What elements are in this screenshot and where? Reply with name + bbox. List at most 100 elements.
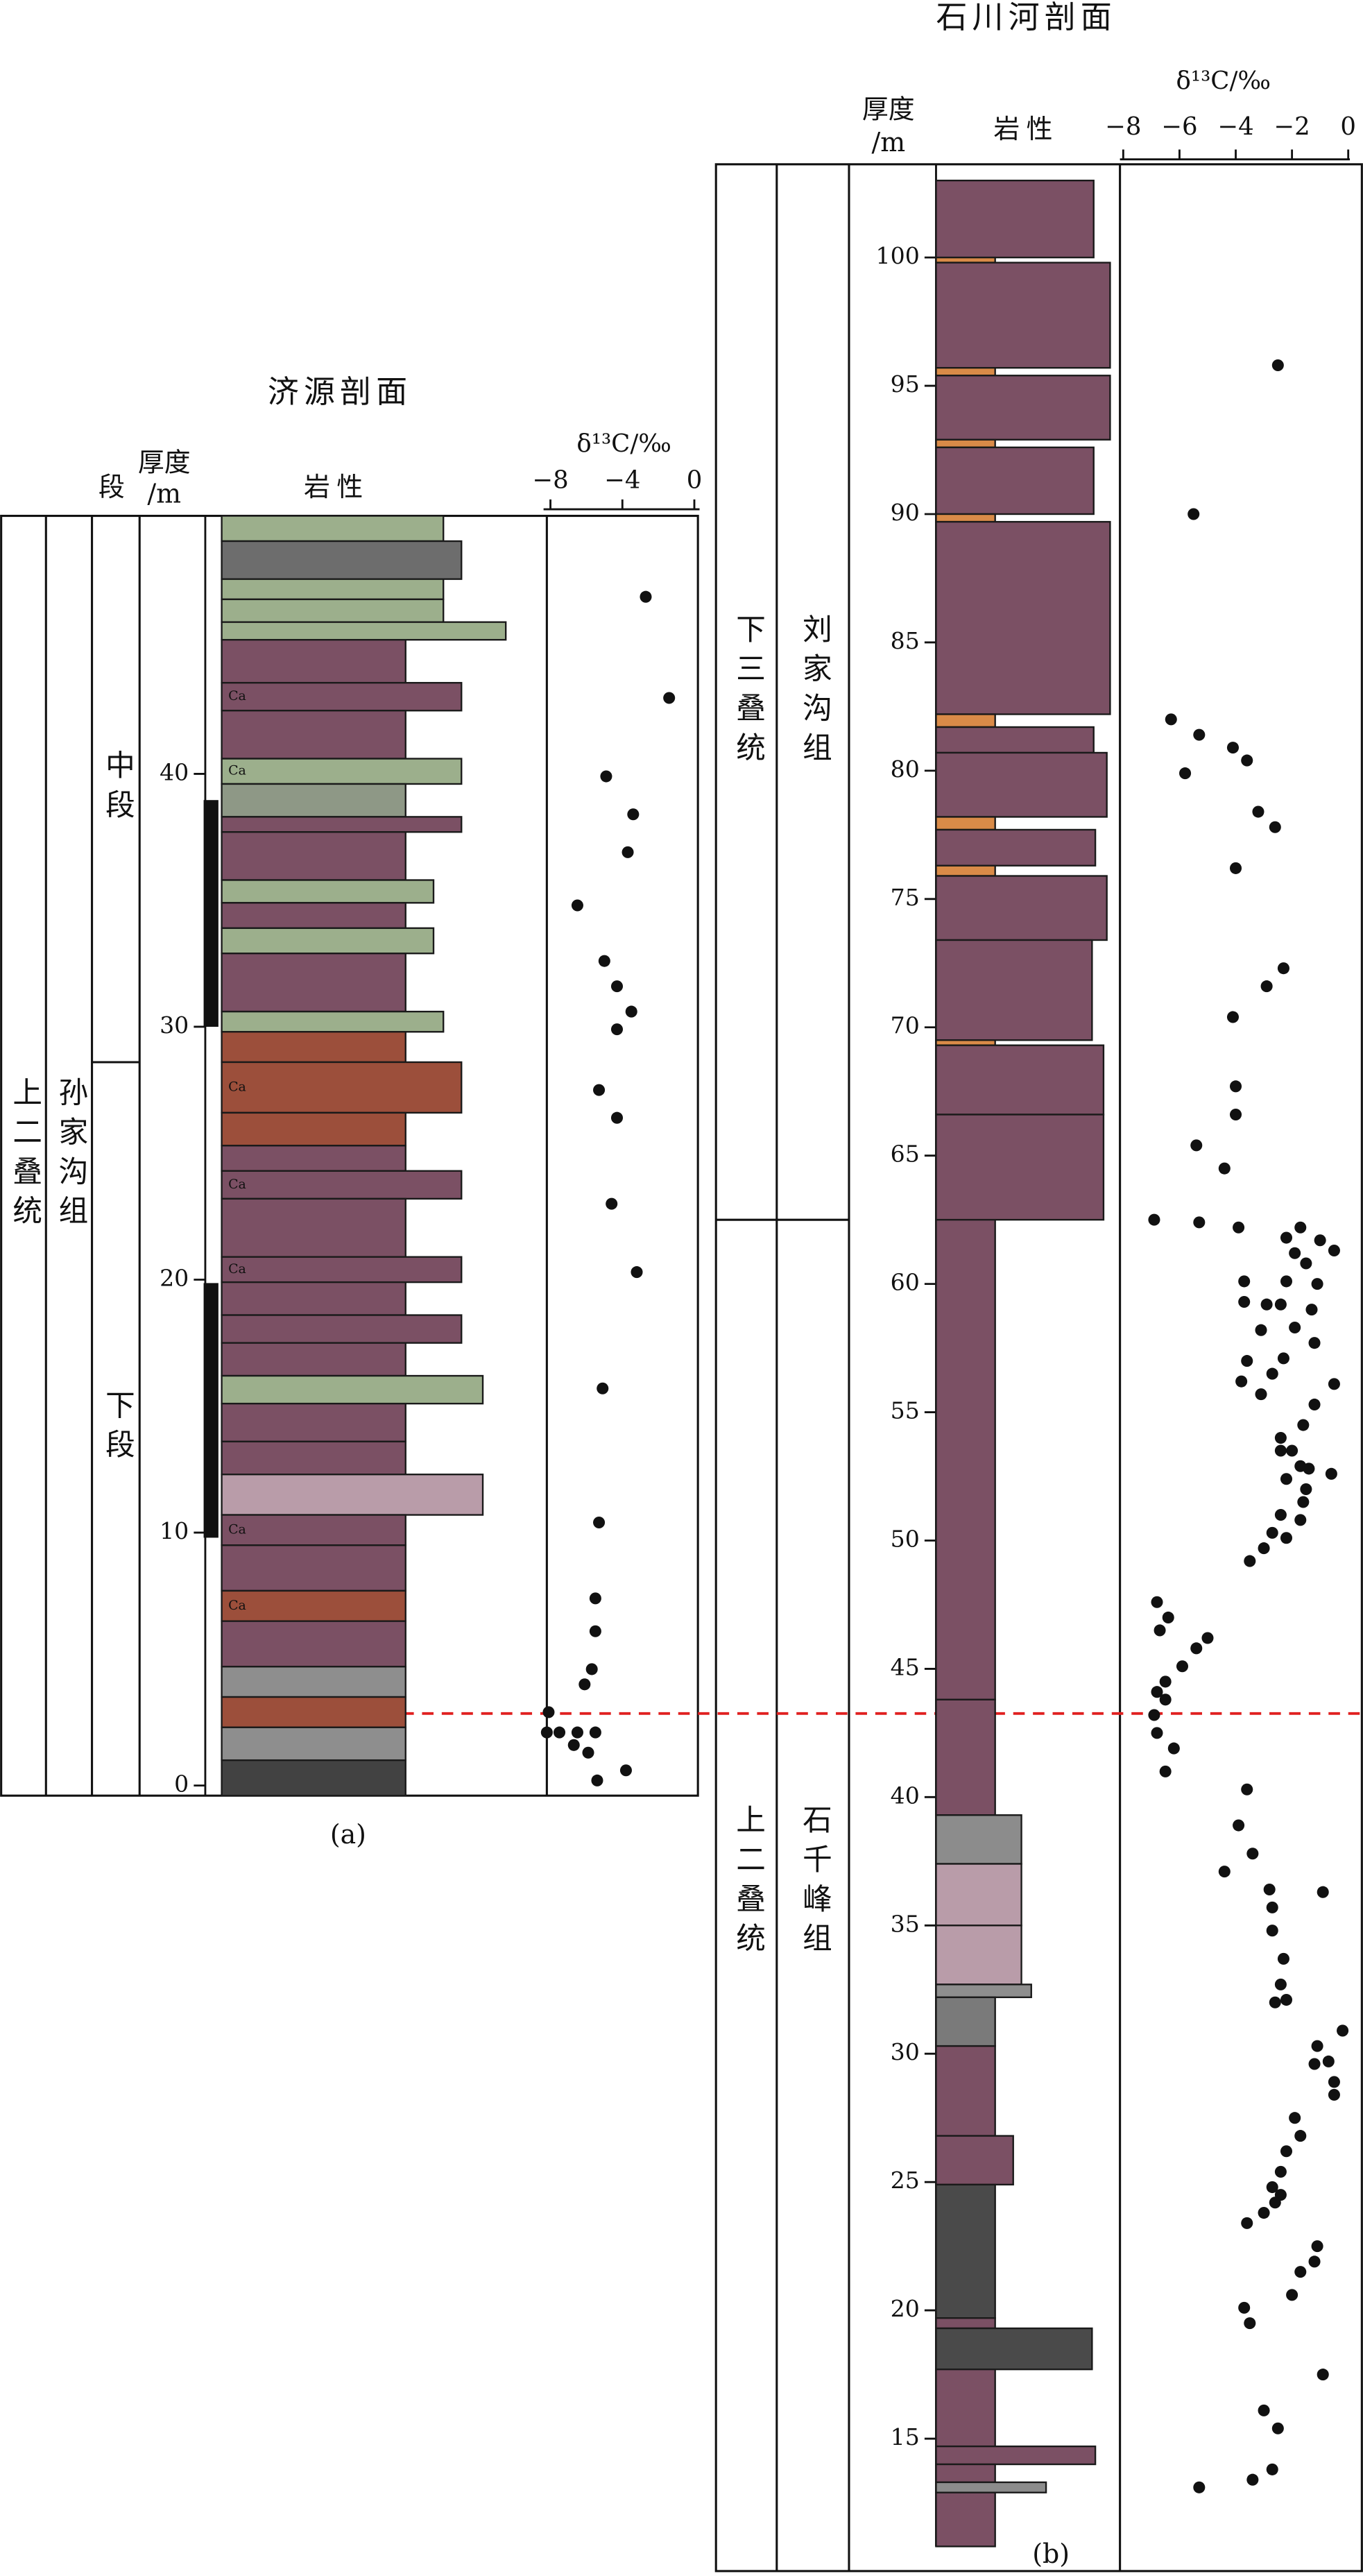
layer-label: Ca: [228, 1598, 246, 1613]
data-point: [1252, 805, 1265, 818]
data-point: [1294, 2266, 1307, 2278]
data-point: [1308, 2058, 1321, 2070]
data-point: [1289, 1321, 1301, 1334]
lithology-layer: [221, 953, 406, 1013]
data-point: [589, 1726, 601, 1739]
y-tick-label: 0: [174, 1771, 189, 1798]
unit-label: 刘家沟组: [798, 613, 832, 771]
data-point: [1148, 1213, 1160, 1226]
data-point: [593, 1084, 606, 1096]
data-point: [1277, 1952, 1289, 1965]
data-point: [1286, 1444, 1298, 1457]
data-point: [598, 955, 610, 967]
lithology-layer: [221, 1281, 406, 1316]
lithology-layer: [935, 726, 1095, 754]
data-point: [1303, 1462, 1315, 1475]
data-point: [1238, 1295, 1251, 1308]
y-axis-label: 厚度: [138, 447, 191, 478]
x-axis-label: δ¹³C/‰: [576, 429, 671, 458]
data-point: [1244, 1555, 1256, 1567]
unit-label: 中段: [101, 749, 135, 828]
data-point: [1280, 1532, 1293, 1544]
lithology-layer: [221, 1402, 406, 1443]
y-tick-label: 100: [876, 242, 920, 269]
member-header: 段: [98, 472, 125, 502]
data-point: [1308, 1398, 1321, 1410]
lithology-layer: [221, 758, 463, 785]
lithology-layer: [221, 540, 463, 580]
lithology-layer: [935, 2183, 996, 2319]
lithology-layer: [221, 1759, 406, 1797]
data-point: [571, 899, 583, 912]
data-point: [1294, 1514, 1307, 1526]
layer-label: Ca: [228, 1079, 246, 1094]
data-point: [1289, 2112, 1301, 2124]
data-point: [571, 1726, 583, 1739]
data-point: [1294, 2130, 1307, 2142]
data-point: [1280, 1473, 1293, 1485]
lithology-layer: [221, 1374, 484, 1405]
lithology-layer: [221, 1589, 406, 1622]
data-point: [1193, 728, 1206, 741]
lithology-layer: [935, 375, 1111, 441]
lithology-layer: [935, 1863, 1022, 1927]
data-point: [1263, 1883, 1276, 1896]
data-point: [1162, 1611, 1174, 1623]
lithology-layer: [221, 1111, 406, 1147]
lithology-layer: [221, 1061, 463, 1114]
data-point: [1325, 1467, 1337, 1480]
lithology-layer: [935, 751, 1108, 818]
layer-label: Ca: [228, 763, 246, 778]
data-point: [1269, 1996, 1281, 2008]
data-point: [1308, 2255, 1321, 2268]
data-point: [1271, 2422, 1284, 2434]
caption: (b): [1032, 2539, 1070, 2569]
lithology-layer: [935, 1114, 1105, 1221]
x-tick-label: −8: [1105, 112, 1141, 141]
black-bar: [203, 800, 218, 1027]
lithology-layer: [935, 939, 1093, 1041]
lithology-layer: [935, 520, 1111, 715]
layer-label: Ca: [228, 1521, 246, 1537]
data-point: [1305, 1304, 1318, 1316]
y-axis-label: /m: [871, 127, 905, 157]
data-point: [1226, 742, 1239, 754]
data-point: [1280, 1231, 1293, 1244]
data-point: [600, 770, 612, 783]
data-point: [1277, 1352, 1289, 1365]
data-point: [553, 1726, 566, 1739]
data-point: [1258, 2207, 1270, 2219]
data-point: [1226, 1011, 1239, 1023]
y-tick-label: 35: [891, 1910, 920, 1937]
data-point: [582, 1746, 594, 1759]
lithology-layer: [221, 1666, 406, 1698]
lithology-layer: [221, 879, 435, 904]
lithology-layer: [935, 2481, 1047, 2493]
lithology-layer: [221, 831, 406, 881]
data-point: [1246, 1848, 1259, 1860]
layer-label: Ca: [228, 1177, 246, 1192]
data-point: [1297, 1419, 1310, 1431]
x-tick-label: −2: [1274, 112, 1310, 141]
data-point: [1274, 2165, 1287, 2178]
lithology-layer: [221, 621, 507, 641]
lithology-layer: [221, 638, 406, 684]
data-point: [585, 1663, 598, 1675]
data-point: [597, 1382, 609, 1394]
data-point: [1159, 1694, 1172, 1706]
y-tick-label: 45: [891, 1653, 920, 1680]
lithology-layer: [221, 1696, 406, 1728]
data-point: [1179, 767, 1192, 780]
x-tick-label: 0: [1340, 112, 1356, 141]
data-point: [1266, 1367, 1278, 1380]
data-point: [1274, 1444, 1287, 1457]
lithology-layer: [935, 2491, 996, 2548]
lithology-layer: [935, 1814, 1022, 1865]
lithology-layer: [221, 1544, 406, 1592]
y-tick-label: 10: [160, 1517, 189, 1544]
data-point: [1159, 1765, 1172, 1777]
lithology-layer: [935, 2463, 996, 2484]
x-axis-label: δ¹³C/‰: [1176, 67, 1271, 95]
data-point: [1297, 1496, 1310, 1508]
y-tick-label: 90: [891, 499, 920, 526]
